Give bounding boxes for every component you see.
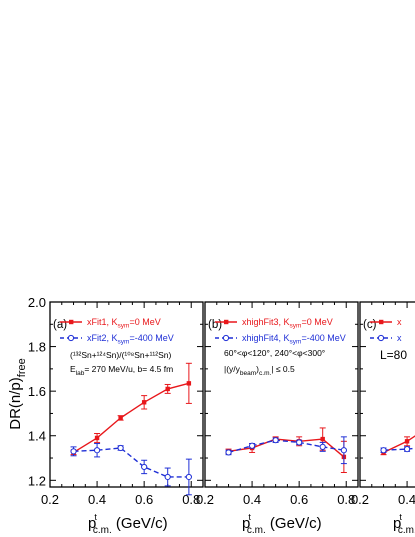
- legend-marker: [379, 319, 384, 325]
- data-point: [319, 443, 326, 450]
- l-value-annotation: L=80: [380, 348, 407, 362]
- phi-cut-annotation: 60°<φ<120°, 240°<φ<300°: [224, 348, 325, 358]
- data-point: [320, 436, 325, 442]
- y-tick-label: 1.8: [28, 340, 46, 355]
- legend-label: xFit2, Ksym=-400 MeV: [87, 333, 174, 346]
- data-point: [225, 449, 232, 456]
- x-tick-label: 0.8: [182, 492, 200, 507]
- data-point: [141, 463, 148, 471]
- legend-label: x: [397, 317, 402, 327]
- series-line: [228, 438, 345, 458]
- series-line: [73, 382, 190, 454]
- data-point: [185, 473, 192, 481]
- panel-a: 0.2 0.4 0.6 0.8 1.2 1.4 1.6 1.8 2.0 (a) xFit1, Ksy…: [28, 295, 204, 507]
- series-ksym-minus-400: xhighFit4, Ksym=-400 MeV: [215, 333, 347, 465]
- data-point: [340, 447, 347, 454]
- reaction-annotation: (¹³²Sn+¹²⁴Sn)/(¹⁰⁸Sn+¹¹²Sn): [70, 350, 171, 360]
- series-line: [73, 447, 189, 478]
- data-point: [186, 381, 192, 386]
- data-point: [93, 447, 101, 454]
- data-point: [380, 447, 387, 454]
- energy-annotation: Elab= 270 MeV/u, b= 4.5 fm: [70, 364, 173, 377]
- panel-b: 0.2 0.4 0.6 0.8 (b) xhighFit3, Ksym=0 MeV xhig…: [196, 301, 359, 507]
- x-axis-label-c: pt c.m.: [393, 512, 415, 536]
- legend-label: xhighFit4, Ksym=-400 MeV: [242, 333, 346, 346]
- data-point: [165, 386, 170, 392]
- legend-marker: [224, 319, 229, 325]
- data-point: [141, 400, 147, 405]
- data-point: [272, 437, 279, 444]
- data-point: [70, 448, 77, 455]
- legend-label: x: [397, 333, 402, 343]
- x-axis-label-a: pt c.m. (GeV/c): [88, 512, 168, 536]
- panel-label: (b): [208, 319, 222, 331]
- y-axis-label: DR(n/p)free: [7, 358, 28, 429]
- data-point: [94, 435, 100, 441]
- x-tick-label: 0.6: [135, 492, 153, 507]
- panel-label: (a): [53, 319, 67, 331]
- x-tick-label: 0.6: [290, 492, 308, 507]
- y-tick-label: 1.2: [28, 473, 46, 488]
- y-axis-label-sub: free: [16, 358, 28, 377]
- panel-label: (c): [363, 319, 377, 331]
- legend-marker: [69, 319, 74, 325]
- x-tick-label: 0.8: [337, 492, 355, 507]
- svg-text:DR(n/p)free: DR(n/p)free: [7, 358, 28, 429]
- legend-marker: [222, 334, 230, 342]
- y-axis-label-main: DR(n/p): [7, 377, 24, 430]
- series-ksym-0: x: [370, 317, 415, 456]
- x-tick-label: 0.4: [243, 492, 261, 507]
- data-point: [404, 439, 410, 444]
- plot-frame: [359, 301, 415, 488]
- data-point: [296, 439, 303, 446]
- data-point: [118, 415, 123, 421]
- series-ksym-minus-400: x: [370, 333, 415, 454]
- data-point: [164, 473, 171, 481]
- y-tick-label: 1.6: [28, 384, 46, 399]
- data-point: [248, 442, 256, 449]
- series-line: [383, 447, 415, 451]
- legend-label: xFit1, Ksym=0 MeV: [87, 317, 161, 330]
- data-point: [117, 444, 124, 452]
- data-point: [403, 446, 411, 453]
- x-tick-label: 0.4: [398, 492, 415, 507]
- rapidity-cut-annotation: |(y/ybeam)c.m.| ≤ 0.5: [224, 364, 295, 377]
- x-tick-label: 0.2: [41, 492, 59, 507]
- plot-frame: [49, 301, 204, 488]
- x-tick-label: 0.2: [196, 492, 214, 507]
- plot-frame: [204, 301, 359, 488]
- legend-marker: [67, 334, 75, 342]
- panel-c: 0.2 0.4 (c) xx: [351, 301, 415, 507]
- series-ksym-0: xFit1, Ksym=0 MeV: [60, 317, 192, 456]
- legend-label: xhighFit3, Ksym=0 MeV: [242, 317, 333, 330]
- x-tick-label: 0.4: [88, 492, 106, 507]
- x-tick-label: 0.2: [351, 492, 369, 507]
- series-ksym-minus-400: xFit2, Ksym=-400 MeV: [60, 333, 192, 496]
- y-tick-label: 2.0: [28, 295, 46, 310]
- y-tick-label: 1.4: [28, 429, 46, 444]
- legend-marker: [377, 334, 385, 342]
- series-line: [228, 439, 344, 454]
- x-axis-label-b: pt c.m. (GeV/c): [242, 512, 322, 536]
